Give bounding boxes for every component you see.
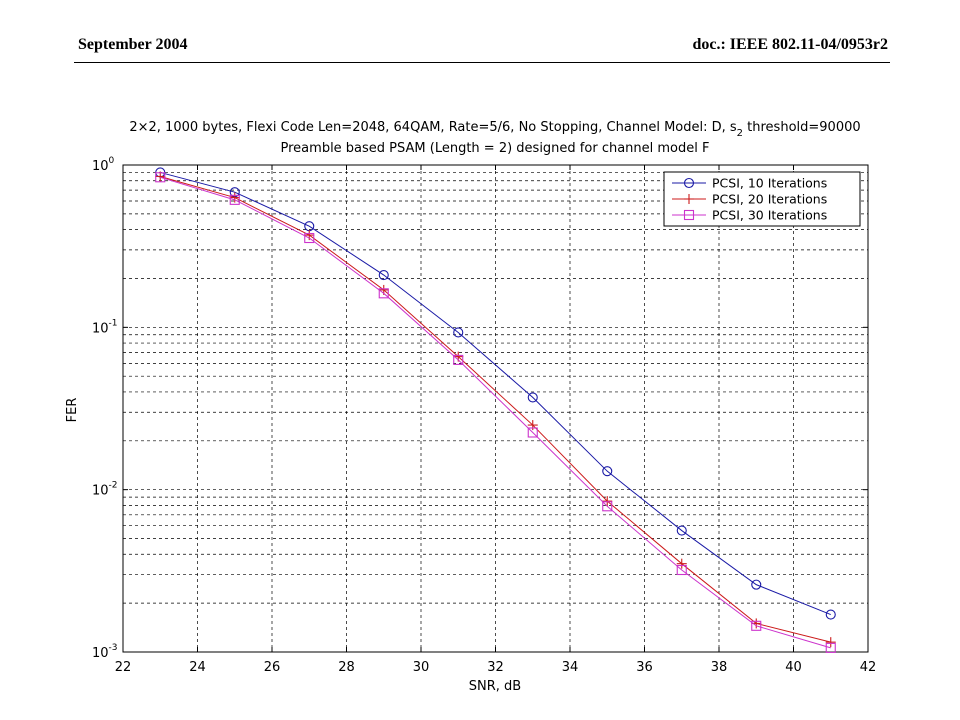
series-3: [155, 172, 836, 653]
legend-item: PCSI, 20 Iterations: [672, 192, 827, 207]
legend-item: PCSI, 10 Iterations: [672, 176, 827, 191]
data-point: [378, 269, 389, 281]
data-point: [676, 558, 687, 569]
data-point: [229, 194, 240, 205]
x-tick-label: 30: [413, 660, 430, 675]
data-point: [527, 392, 538, 403]
y-tick-label: 10-2: [92, 481, 118, 499]
x-tick-label: 34: [562, 660, 579, 675]
legend-label: PCSI, 10 Iterations: [712, 176, 827, 191]
y-axis-label: FER: [65, 398, 80, 423]
series-line: [160, 176, 831, 649]
x-tick-label: 38: [711, 660, 728, 675]
series-line: [160, 175, 831, 643]
y-tick-label: 10-3: [92, 643, 118, 661]
legend-item: PCSI, 30 Iterations: [672, 208, 827, 223]
data-point: [378, 288, 389, 299]
header-date: September 2004: [78, 36, 188, 53]
x-tick-label: 40: [785, 660, 802, 675]
y-tick-label: 10-1: [92, 318, 118, 336]
series-2: [155, 171, 836, 648]
y-tick-label: 100: [92, 156, 115, 174]
x-axis-label: SNR, dB: [469, 679, 521, 694]
x-tick-label: 24: [189, 660, 206, 675]
legend-marker: [683, 209, 695, 221]
x-tick-label: 22: [115, 660, 132, 675]
data-point: [602, 501, 613, 512]
x-tick-label: 36: [636, 660, 653, 675]
data-point: [825, 609, 836, 620]
series-line: [160, 171, 831, 616]
legend-label: PCSI, 20 Iterations: [712, 192, 827, 207]
x-tick-label: 28: [338, 660, 355, 675]
data-point: [527, 427, 538, 438]
data-point: [155, 172, 166, 183]
chart-title-line-2: Preamble based PSAM (Length = 2) designe…: [281, 141, 710, 156]
series-1: [155, 167, 836, 620]
series-group: [155, 167, 836, 653]
data-point: [751, 620, 762, 631]
legend-marker: [684, 194, 694, 204]
data-point: [453, 327, 464, 338]
x-tick-label: 42: [860, 660, 877, 675]
data-point: [676, 564, 687, 576]
header-rule: [74, 62, 890, 63]
header-doc-id: doc.: IEEE 802.11-04/0953r2: [692, 36, 888, 53]
data-point: [304, 232, 315, 244]
data-point: [602, 496, 613, 507]
chart-title-line-1: 2×2, 1000 bytes, Flexi Code Len=2048, 64…: [129, 120, 860, 139]
grid-lines: [123, 165, 868, 652]
data-point: [825, 637, 836, 648]
data-point: [825, 642, 836, 653]
axis-ticks: 22 24 26 28 30 32 34 36 38 40 42 100 10-1 10-2 10-3: [92, 156, 876, 675]
legend-marker: [683, 177, 695, 189]
legend-label: PCSI, 30 Iterations: [712, 208, 827, 223]
x-tick-label: 32: [487, 660, 504, 675]
data-point: [453, 354, 464, 365]
x-tick-label: 26: [264, 660, 281, 675]
data-point: [602, 466, 613, 477]
data-point: [676, 525, 687, 536]
data-point: [751, 579, 762, 590]
data-point: [229, 192, 240, 203]
